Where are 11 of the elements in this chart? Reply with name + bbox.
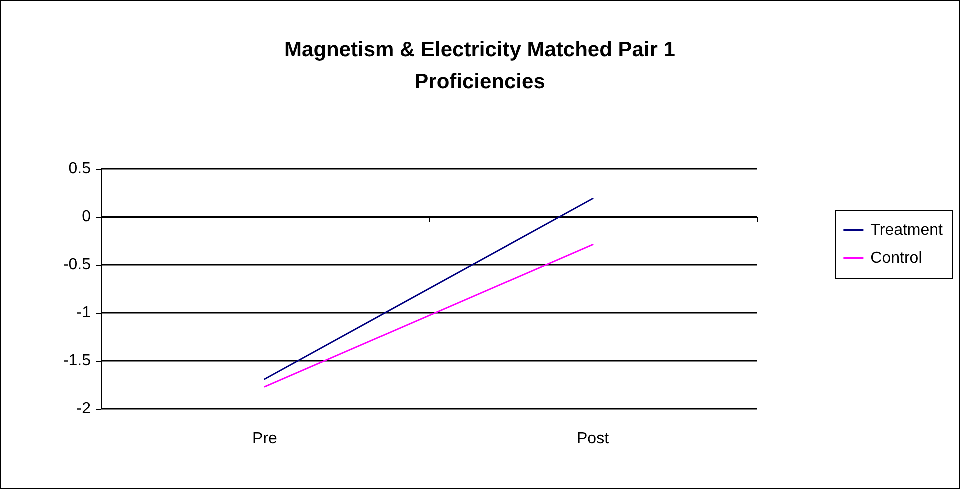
x-tick-label: Pre — [252, 430, 278, 448]
y-tick-label: -2 — [76, 400, 92, 418]
y-tick-label: -0.5 — [63, 256, 92, 274]
y-tick-label: -1 — [76, 304, 92, 322]
y-tick-label: 0.5 — [68, 160, 92, 178]
legend-label: Control — [870, 250, 922, 267]
y-tick-label: -1.5 — [63, 352, 92, 370]
legend-label: Treatment — [870, 222, 944, 239]
chart-title: Magnetism & Electricity Matched Pair 1 Proficiencies — [284, 38, 676, 94]
x-tick-label: Post — [576, 430, 610, 448]
y-tick-label: 0 — [82, 208, 92, 226]
